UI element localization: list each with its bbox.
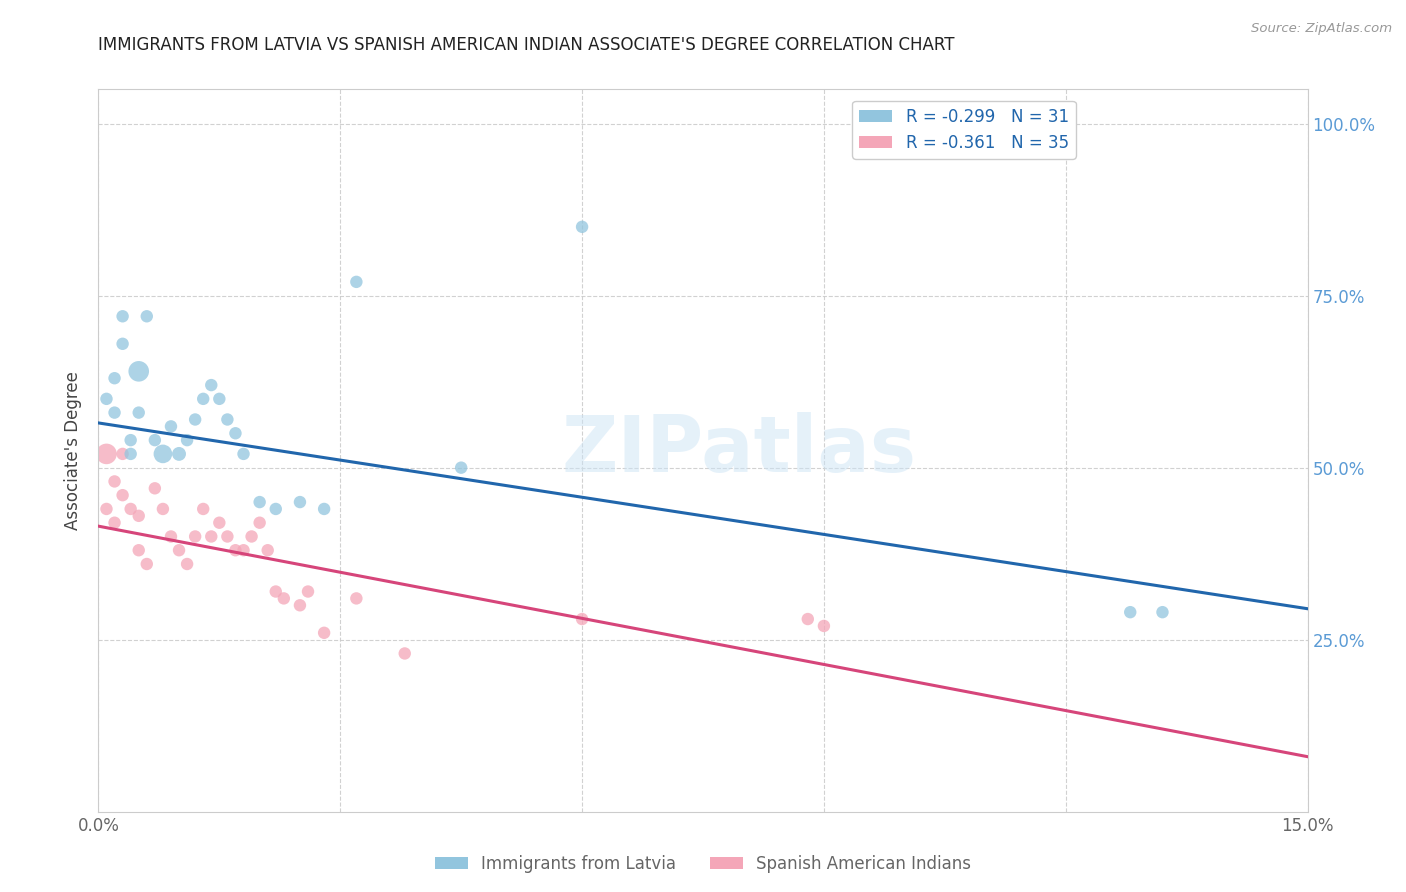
Point bbox=[103, 371, 125, 385]
Point bbox=[96, 392, 118, 406]
Text: Source: ZipAtlas.com: Source: ZipAtlas.com bbox=[1251, 22, 1392, 36]
Point bbox=[314, 625, 336, 640]
Point bbox=[176, 557, 198, 571]
Point bbox=[297, 584, 319, 599]
Point bbox=[571, 612, 593, 626]
Point bbox=[160, 529, 183, 543]
Point bbox=[224, 543, 246, 558]
Point bbox=[111, 488, 134, 502]
Point bbox=[208, 392, 231, 406]
Point bbox=[264, 584, 287, 599]
Point bbox=[813, 619, 835, 633]
Point bbox=[120, 447, 142, 461]
Point bbox=[96, 447, 118, 461]
Point bbox=[111, 310, 134, 324]
Point bbox=[176, 433, 198, 447]
Point bbox=[288, 599, 311, 613]
Text: ZIPatlas: ZIPatlas bbox=[562, 412, 917, 489]
Point bbox=[288, 495, 311, 509]
Point bbox=[797, 612, 820, 626]
Legend: R = -0.299   N = 31, R = -0.361   N = 35: R = -0.299 N = 31, R = -0.361 N = 35 bbox=[852, 101, 1076, 159]
Point bbox=[128, 508, 150, 523]
Point bbox=[394, 647, 416, 661]
Point bbox=[193, 502, 215, 516]
Point bbox=[273, 591, 295, 606]
Point bbox=[160, 419, 183, 434]
Text: IMMIGRANTS FROM LATVIA VS SPANISH AMERICAN INDIAN ASSOCIATE'S DEGREE CORRELATION: IMMIGRANTS FROM LATVIA VS SPANISH AMERIC… bbox=[98, 36, 955, 54]
Point bbox=[111, 447, 134, 461]
Point bbox=[128, 543, 150, 558]
Point bbox=[232, 447, 254, 461]
Point bbox=[135, 310, 157, 324]
Point bbox=[167, 447, 190, 461]
Point bbox=[103, 475, 125, 489]
Point bbox=[217, 529, 239, 543]
Point bbox=[120, 433, 142, 447]
Point bbox=[224, 426, 246, 441]
Point bbox=[167, 543, 190, 558]
Point bbox=[571, 219, 593, 234]
Point bbox=[143, 433, 166, 447]
Y-axis label: Associate's Degree: Associate's Degree bbox=[65, 371, 83, 530]
Point bbox=[184, 529, 207, 543]
Point bbox=[193, 392, 215, 406]
Point bbox=[135, 557, 157, 571]
Point bbox=[184, 412, 207, 426]
Point bbox=[111, 336, 134, 351]
Point bbox=[344, 275, 367, 289]
Point bbox=[200, 378, 222, 392]
Point bbox=[1152, 605, 1174, 619]
Point bbox=[208, 516, 231, 530]
Point bbox=[450, 460, 472, 475]
Point bbox=[120, 502, 142, 516]
Legend: Immigrants from Latvia, Spanish American Indians: Immigrants from Latvia, Spanish American… bbox=[427, 848, 979, 880]
Point bbox=[249, 495, 271, 509]
Point bbox=[128, 406, 150, 420]
Point bbox=[344, 591, 367, 606]
Point bbox=[264, 502, 287, 516]
Point bbox=[152, 502, 174, 516]
Point bbox=[103, 406, 125, 420]
Point bbox=[314, 502, 336, 516]
Point bbox=[152, 447, 174, 461]
Point bbox=[1119, 605, 1142, 619]
Point bbox=[249, 516, 271, 530]
Point bbox=[217, 412, 239, 426]
Point bbox=[128, 364, 150, 378]
Point bbox=[200, 529, 222, 543]
Point bbox=[143, 481, 166, 495]
Point bbox=[232, 543, 254, 558]
Point bbox=[96, 502, 118, 516]
Point bbox=[103, 516, 125, 530]
Point bbox=[256, 543, 278, 558]
Point bbox=[240, 529, 263, 543]
